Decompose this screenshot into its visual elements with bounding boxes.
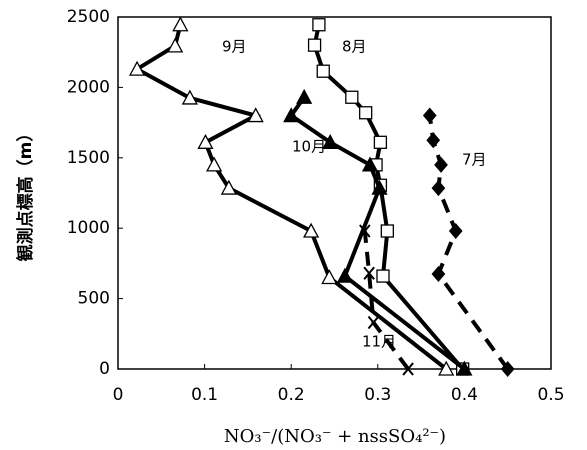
x-axis-label: NO₃⁻/(NO₃⁻ + nssSO₄²⁻)	[224, 426, 446, 447]
marker	[321, 269, 338, 285]
plot-frame	[117, 16, 552, 370]
x-tick-label: 0.2	[278, 385, 305, 405]
x-tick-label: 0	[113, 385, 124, 405]
series-line	[362, 230, 410, 371]
y-tick-label: 1500	[67, 148, 110, 168]
marker	[361, 156, 379, 172]
marker	[172, 16, 189, 32]
marker	[373, 135, 388, 149]
marker	[283, 107, 300, 123]
marker	[128, 60, 146, 76]
marker	[220, 179, 237, 195]
y-tick-label: 0	[99, 359, 110, 379]
marker	[359, 106, 373, 120]
marker	[359, 224, 371, 238]
marker	[363, 266, 375, 280]
marker	[307, 38, 322, 52]
marker	[426, 132, 441, 149]
marker	[376, 269, 390, 283]
marker	[380, 224, 394, 238]
x-tick-label: 0.5	[537, 385, 564, 405]
marker	[206, 156, 223, 172]
marker	[345, 90, 359, 104]
marker	[316, 64, 330, 78]
marker	[371, 179, 388, 195]
marker	[431, 180, 446, 197]
marker	[431, 265, 446, 282]
series-label: 11月	[362, 333, 396, 351]
marker	[402, 362, 414, 376]
marker	[422, 107, 437, 124]
marker	[167, 37, 184, 53]
marker	[181, 89, 198, 105]
series-label: 8月	[342, 38, 367, 56]
y-axis-label: 観測点標高（m）	[15, 125, 36, 262]
series-label: 9月	[222, 38, 247, 56]
marker	[448, 223, 463, 240]
x-tick-label: 0.3	[364, 385, 391, 405]
marker	[322, 133, 339, 149]
marker	[500, 361, 515, 377]
marker	[434, 156, 448, 173]
marker	[367, 315, 380, 330]
marker	[456, 360, 473, 376]
x-tick-label: 0.4	[451, 385, 478, 405]
y-tick-label: 1000	[67, 218, 110, 238]
marker	[438, 360, 455, 376]
y-tick-label: 2500	[67, 7, 110, 27]
x-tick-label: 0.1	[191, 385, 218, 405]
y-tick-label: 2000	[67, 77, 110, 97]
series-label: 10月	[292, 138, 326, 156]
marker	[312, 18, 326, 32]
marker	[303, 222, 320, 238]
y-tick-label: 500	[78, 289, 110, 309]
marker	[197, 133, 214, 149]
marker	[336, 267, 353, 283]
marker	[247, 107, 264, 123]
series-line	[312, 24, 465, 371]
series-label: 7月	[462, 151, 487, 169]
marker	[296, 88, 313, 104]
